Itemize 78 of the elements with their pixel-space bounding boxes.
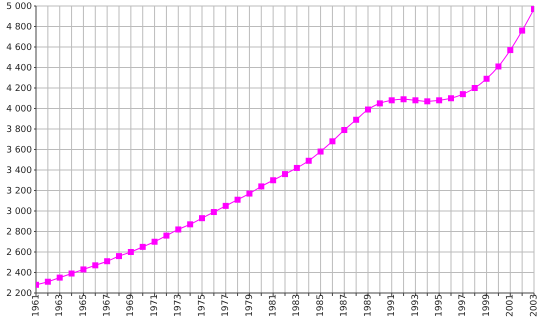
point (472, 85, 478, 91)
y-tick-label: 3 000 (6, 207, 32, 218)
y-tick-label: 2 800 (6, 228, 32, 238)
y-tick-label: 2 400 (6, 268, 32, 279)
point (412, 97, 418, 104)
point (175, 226, 182, 232)
point (210, 209, 217, 216)
point (282, 171, 288, 178)
point (246, 190, 252, 197)
point (163, 232, 170, 239)
y-tick-label: 5 000 (6, 2, 32, 12)
point (424, 98, 430, 104)
y-tick-label: 3 600 (6, 146, 32, 156)
point (388, 97, 395, 104)
y-tick-label: 4 600 (6, 43, 32, 54)
point (365, 106, 371, 113)
point (495, 63, 502, 70)
x-tick-label: 1977 (221, 294, 232, 317)
y-tick-label: 2 200 (6, 289, 32, 300)
point (484, 76, 490, 82)
point (234, 196, 241, 203)
x-tick-label: 1997 (458, 294, 468, 317)
x-tick-label: 1975 (197, 294, 208, 317)
x-tick-label: 1965 (78, 294, 89, 317)
point (436, 97, 442, 104)
point (80, 266, 86, 272)
x-tick-label: 1981 (268, 294, 279, 317)
point (294, 164, 300, 171)
y-tick-label: 4 200 (6, 84, 32, 94)
x-tick-label: 1973 (174, 294, 184, 317)
y-tick-label: 4 000 (6, 104, 32, 115)
y-tick-label: 3 800 (6, 125, 32, 136)
point (199, 215, 205, 222)
point (306, 158, 312, 164)
point (140, 244, 146, 250)
point (222, 202, 229, 209)
y-tick-label: 3 200 (6, 186, 32, 197)
point (353, 116, 360, 123)
x-tick-label: 2001 (506, 294, 516, 317)
point (376, 100, 383, 106)
x-tick-label: 2003 (529, 294, 540, 317)
y-tick-label: 2 600 (6, 248, 32, 258)
x-tick-label: 1985 (316, 294, 326, 317)
point (152, 238, 158, 245)
x-tick-label: 1961 (31, 294, 42, 317)
point (448, 95, 454, 102)
x-tick-label: 1991 (387, 294, 398, 317)
x-tick-label: 1999 (482, 294, 492, 317)
x-tick-label: 1989 (363, 294, 374, 317)
point (258, 183, 264, 190)
point (187, 221, 194, 228)
x-tick-label: 1967 (102, 294, 113, 317)
point (329, 138, 336, 144)
point (68, 270, 75, 277)
point (44, 278, 51, 285)
x-tick-label: 1987 (340, 294, 350, 317)
x-tick-label: 1979 (244, 294, 255, 317)
point (341, 127, 348, 134)
point (400, 96, 407, 102)
point (507, 47, 514, 54)
point (92, 262, 98, 268)
point (56, 274, 63, 281)
x-tick-label: 1971 (150, 294, 160, 317)
y-tick-label: 3 400 (6, 166, 32, 176)
point (116, 253, 122, 260)
x-tick-label: 1969 (126, 294, 136, 317)
y-tick-label: 4 800 (6, 22, 32, 33)
point (519, 28, 526, 34)
y-tick-label: 4 400 (6, 64, 32, 74)
x-tick-label: 1983 (292, 294, 302, 317)
point (128, 249, 134, 255)
x-tick-label: 1995 (434, 294, 445, 317)
point (460, 91, 466, 98)
point (104, 258, 110, 264)
x-tick-label: 1993 (410, 294, 421, 317)
point (318, 148, 324, 155)
x-tick-label: 1963 (55, 294, 66, 317)
point (270, 177, 276, 184)
